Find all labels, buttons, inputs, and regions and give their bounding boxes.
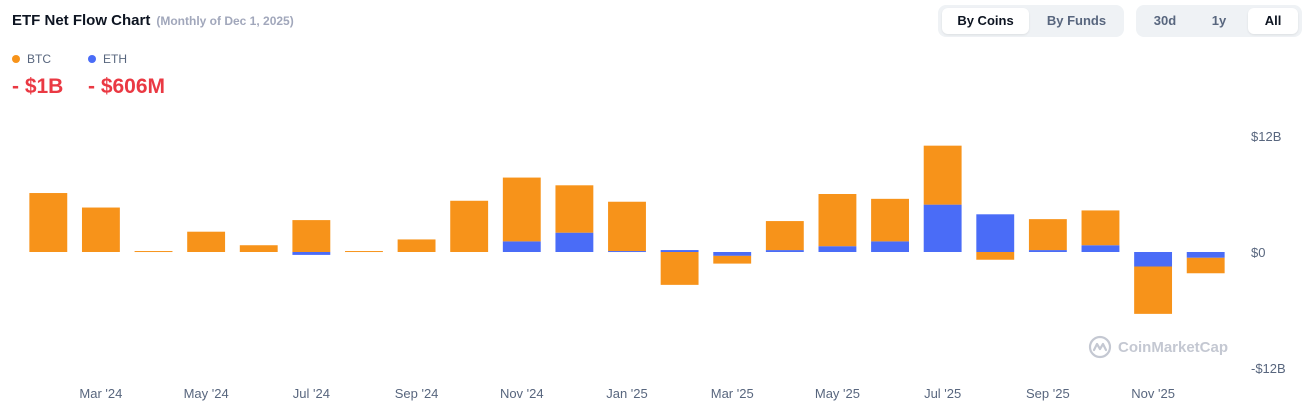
bar-eth-10[interactable] bbox=[555, 232, 594, 252]
watermark: CoinMarketCap bbox=[1088, 335, 1228, 359]
bar-btc-8[interactable] bbox=[450, 200, 489, 252]
bar-btc-19[interactable] bbox=[1028, 219, 1067, 251]
y-tick-label: $0 bbox=[1251, 245, 1265, 260]
range-30d-button[interactable]: 30d bbox=[1153, 13, 1177, 28]
bar-eth-21[interactable] bbox=[1134, 252, 1173, 267]
bar-btc-20[interactable] bbox=[1081, 210, 1120, 246]
x-tick-label: Sep '25 bbox=[1026, 386, 1070, 401]
bar-btc-3[interactable] bbox=[187, 231, 226, 252]
bar-btc-17[interactable] bbox=[923, 145, 962, 205]
bar-btc-16[interactable] bbox=[871, 198, 909, 242]
bar-eth-12[interactable] bbox=[660, 250, 699, 252]
bar-btc-13[interactable] bbox=[713, 255, 752, 264]
bars-group bbox=[29, 145, 1225, 314]
bar-btc-9[interactable] bbox=[502, 177, 541, 242]
bar-btc-22[interactable] bbox=[1186, 257, 1225, 274]
bar-btc-6[interactable] bbox=[345, 251, 383, 253]
watermark-text: CoinMarketCap bbox=[1118, 338, 1229, 356]
x-axis-ticks: Mar '24 May '24 Jul '24 Sep '24 Nov '24 Jan '… bbox=[79, 386, 1174, 401]
bar-btc-12[interactable] bbox=[660, 252, 699, 285]
bar-eth-17[interactable] bbox=[923, 204, 962, 252]
bar-eth-5[interactable] bbox=[292, 252, 331, 255]
eth-net-value: - $606M bbox=[88, 75, 166, 98]
x-tick-label: Jan '25 bbox=[606, 386, 648, 401]
bar-eth-11[interactable] bbox=[608, 251, 646, 253]
page-title: ETF Net Flow Chart bbox=[12, 12, 151, 29]
x-tick-label: May '25 bbox=[815, 386, 860, 401]
bar-eth-9[interactable] bbox=[502, 241, 541, 252]
y-axis-ticks: $12B $0 -$12B bbox=[1251, 129, 1286, 376]
bar-eth-15[interactable] bbox=[818, 246, 857, 252]
bar-btc-14[interactable] bbox=[765, 221, 804, 251]
bar-eth-13[interactable] bbox=[713, 252, 752, 256]
bar-eth-14[interactable] bbox=[765, 250, 804, 252]
by-coins-button[interactable]: By Coins bbox=[942, 8, 1029, 34]
x-tick-label: Nov '25 bbox=[1131, 386, 1175, 401]
x-tick-label: Jul '25 bbox=[924, 386, 961, 401]
range-all-button[interactable]: All bbox=[1248, 8, 1298, 34]
range-toggle-group: 30d 1y All bbox=[1136, 5, 1302, 37]
x-tick-label: Sep '24 bbox=[395, 386, 439, 401]
x-tick-label: May '24 bbox=[184, 386, 229, 401]
bar-btc-11[interactable] bbox=[608, 201, 646, 252]
by-funds-button[interactable]: By Funds bbox=[1046, 13, 1107, 28]
legend-item-eth[interactable]: ETH bbox=[88, 52, 164, 66]
y-tick-label: -$12B bbox=[1251, 361, 1286, 376]
bar-btc-4[interactable] bbox=[239, 245, 278, 252]
bar-btc-5[interactable] bbox=[292, 220, 331, 252]
legend-btc-label: BTC bbox=[27, 52, 51, 66]
legend: BTC ETH bbox=[12, 52, 164, 66]
legend-eth-label: ETH bbox=[103, 52, 127, 66]
legend-item-btc[interactable]: BTC bbox=[12, 52, 88, 66]
x-tick-label: Jul '24 bbox=[293, 386, 330, 401]
btc-dot-icon bbox=[12, 55, 20, 63]
view-toggle-group: By Coins By Funds bbox=[938, 5, 1124, 37]
bar-btc-18[interactable] bbox=[976, 252, 1015, 260]
x-tick-label: Mar '24 bbox=[79, 386, 122, 401]
bar-eth-16[interactable] bbox=[871, 241, 909, 252]
legend-values: - $1B - $606M bbox=[12, 75, 165, 99]
x-tick-label: Mar '25 bbox=[711, 386, 754, 401]
y-tick-label: $12B bbox=[1251, 129, 1281, 144]
bar-btc-10[interactable] bbox=[555, 185, 594, 233]
bar-eth-20[interactable] bbox=[1081, 245, 1120, 252]
bar-btc-0[interactable] bbox=[29, 193, 68, 252]
page-subtitle: (Monthly of Dec 1, 2025) bbox=[156, 14, 294, 28]
bar-btc-2[interactable] bbox=[134, 251, 173, 253]
btc-net-value: - $1B bbox=[12, 75, 64, 98]
bar-eth-19[interactable] bbox=[1028, 250, 1067, 252]
coinmarketcap-logo-icon bbox=[1088, 335, 1112, 359]
bar-btc-21[interactable] bbox=[1134, 266, 1173, 314]
title-row: ETF Net Flow Chart (Monthly of Dec 1, 20… bbox=[12, 12, 294, 29]
range-1y-button[interactable]: 1y bbox=[1211, 13, 1227, 28]
bar-btc-1[interactable] bbox=[81, 207, 120, 252]
bar-eth-22[interactable] bbox=[1186, 252, 1225, 258]
bar-eth-18[interactable] bbox=[976, 214, 1015, 252]
bar-btc-7[interactable] bbox=[397, 239, 436, 252]
eth-dot-icon bbox=[88, 55, 96, 63]
x-tick-label: Nov '24 bbox=[500, 386, 544, 401]
bar-btc-15[interactable] bbox=[818, 194, 857, 247]
